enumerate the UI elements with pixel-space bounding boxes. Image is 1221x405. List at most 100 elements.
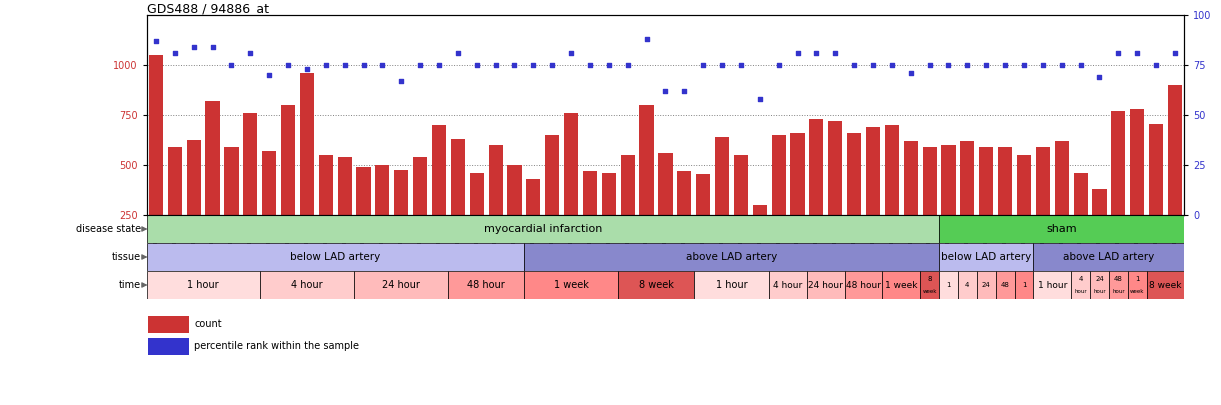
Bar <box>263 151 276 265</box>
Text: 8 week: 8 week <box>639 280 674 290</box>
FancyBboxPatch shape <box>1033 243 1184 271</box>
Bar <box>620 155 635 265</box>
Text: 48: 48 <box>1114 276 1123 282</box>
Point <box>656 88 675 94</box>
Bar <box>149 55 164 265</box>
FancyBboxPatch shape <box>1109 271 1128 299</box>
Point <box>731 62 751 68</box>
Point <box>316 62 336 68</box>
Text: 1: 1 <box>1022 282 1026 288</box>
Bar <box>1017 155 1031 265</box>
Bar <box>470 173 484 265</box>
Text: week: week <box>922 289 937 294</box>
Bar <box>451 139 465 265</box>
Text: 24 hour: 24 hour <box>382 280 420 290</box>
Bar <box>300 73 314 265</box>
Bar <box>1055 141 1068 265</box>
Text: 1 week: 1 week <box>553 280 589 290</box>
Point <box>807 50 827 56</box>
Point <box>674 88 694 94</box>
Point <box>1089 74 1109 80</box>
Bar <box>1073 173 1088 265</box>
FancyBboxPatch shape <box>1015 271 1033 299</box>
FancyBboxPatch shape <box>939 271 958 299</box>
Text: sham: sham <box>1046 224 1077 234</box>
FancyBboxPatch shape <box>1071 271 1090 299</box>
Text: GDS488 / 94886_at: GDS488 / 94886_at <box>147 2 269 15</box>
Bar <box>488 145 503 265</box>
FancyBboxPatch shape <box>939 215 1184 243</box>
Bar <box>716 137 729 265</box>
Bar <box>508 165 521 265</box>
Text: myocardial infarction: myocardial infarction <box>484 224 602 234</box>
Point <box>184 44 204 50</box>
Bar <box>413 157 427 265</box>
Text: 1 hour: 1 hour <box>716 280 747 290</box>
Point <box>901 70 921 76</box>
FancyBboxPatch shape <box>845 271 883 299</box>
Bar <box>225 147 238 265</box>
Point <box>769 62 789 68</box>
Point <box>222 62 242 68</box>
Bar <box>1149 124 1164 265</box>
Bar <box>734 155 748 265</box>
Bar <box>582 171 597 265</box>
FancyBboxPatch shape <box>1147 271 1184 299</box>
FancyBboxPatch shape <box>147 271 260 299</box>
Point <box>335 62 354 68</box>
Point <box>524 62 543 68</box>
FancyBboxPatch shape <box>921 271 939 299</box>
FancyBboxPatch shape <box>995 271 1015 299</box>
Point <box>825 50 845 56</box>
Point <box>410 62 430 68</box>
Point <box>637 36 657 42</box>
Point <box>430 62 449 68</box>
Bar <box>167 147 182 265</box>
Point <box>618 62 637 68</box>
Point <box>1147 62 1166 68</box>
Bar <box>1111 111 1126 265</box>
Point <box>863 62 883 68</box>
Text: 1 hour: 1 hour <box>1038 281 1067 290</box>
Bar <box>394 170 408 265</box>
Bar <box>545 135 559 265</box>
FancyBboxPatch shape <box>354 271 448 299</box>
Point <box>147 38 166 44</box>
Bar <box>243 113 258 265</box>
Point <box>788 50 807 56</box>
Point <box>241 50 260 56</box>
Text: 4: 4 <box>965 282 969 288</box>
Text: 4: 4 <box>1078 276 1083 282</box>
Point <box>1109 50 1128 56</box>
Bar <box>885 125 899 265</box>
FancyBboxPatch shape <box>769 271 807 299</box>
Bar <box>866 127 880 265</box>
Point <box>448 50 468 56</box>
Point <box>486 62 505 68</box>
Point <box>845 62 864 68</box>
Text: 24: 24 <box>982 282 990 288</box>
Text: below LAD artery: below LAD artery <box>941 252 1032 262</box>
FancyBboxPatch shape <box>448 271 524 299</box>
Bar <box>1131 109 1144 265</box>
FancyBboxPatch shape <box>524 243 939 271</box>
Bar <box>696 174 711 265</box>
Bar <box>148 316 189 333</box>
Bar <box>790 133 805 265</box>
Bar <box>678 171 691 265</box>
Point <box>1033 62 1053 68</box>
Point <box>354 62 374 68</box>
FancyBboxPatch shape <box>1090 271 1109 299</box>
FancyBboxPatch shape <box>1128 271 1147 299</box>
Bar <box>923 147 937 265</box>
Bar <box>1093 189 1106 265</box>
Point <box>203 44 222 50</box>
Point <box>1015 62 1034 68</box>
Point <box>1165 50 1184 56</box>
FancyBboxPatch shape <box>939 243 1033 271</box>
Bar <box>602 173 615 265</box>
Bar <box>941 145 956 265</box>
Point <box>165 50 184 56</box>
Point <box>939 62 958 68</box>
Bar <box>752 205 767 265</box>
